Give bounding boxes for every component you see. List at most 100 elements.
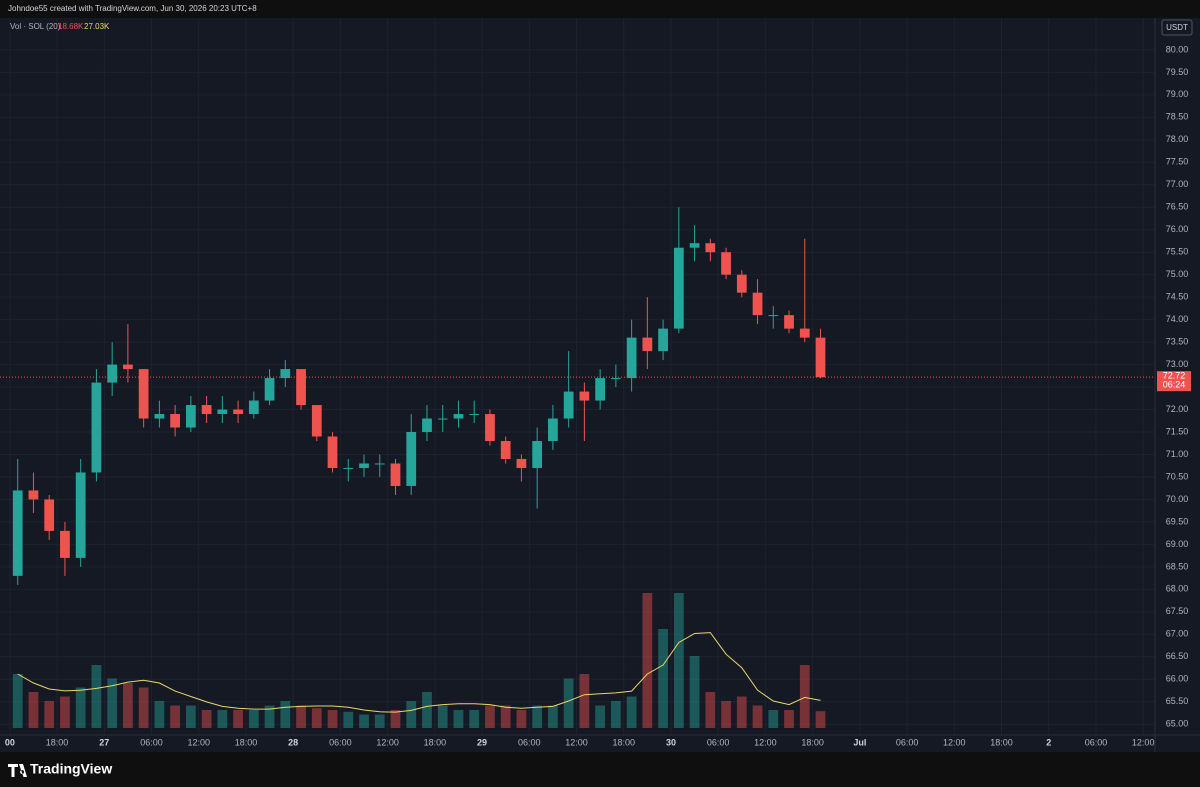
candle-body xyxy=(44,499,55,531)
candle-body xyxy=(595,378,606,401)
x-tick-label: 06:00 xyxy=(140,737,163,747)
candle-body xyxy=(359,463,369,468)
candle-body xyxy=(563,391,574,419)
candle-body xyxy=(453,414,464,419)
candle-body xyxy=(107,364,118,383)
candle-body xyxy=(327,436,338,468)
candle-body xyxy=(721,252,731,275)
x-tick-label: 27 xyxy=(99,737,109,747)
candle-body xyxy=(201,405,212,415)
volume-bar xyxy=(185,705,196,728)
candle-body xyxy=(485,414,495,442)
volume-bar xyxy=(406,701,417,728)
volume-bar xyxy=(28,692,39,728)
x-tick-label: 18:00 xyxy=(801,737,824,747)
y-tick-label: 66.50 xyxy=(1166,651,1189,661)
x-tick-label: 12:00 xyxy=(376,737,399,747)
candle-body xyxy=(768,315,779,317)
volume-bar xyxy=(390,710,401,728)
candle-body xyxy=(422,418,432,433)
last-price-label: 72.72 xyxy=(1163,371,1186,381)
volume-bar xyxy=(516,710,527,728)
volume-bar xyxy=(673,593,684,728)
candle-body xyxy=(736,274,747,293)
volume-bar xyxy=(233,710,243,728)
volume-bar xyxy=(626,696,637,728)
x-tick-label: 12:00 xyxy=(1132,737,1155,747)
volume-bar xyxy=(91,665,102,728)
x-tick-label: 30 xyxy=(666,737,676,747)
y-tick-label: 73.00 xyxy=(1166,359,1189,369)
x-tick-label: 06:00 xyxy=(518,737,541,747)
y-tick-label: 67.50 xyxy=(1166,606,1189,616)
volume-bar xyxy=(453,710,464,728)
candle-body xyxy=(626,337,637,379)
volume-bar xyxy=(248,710,259,728)
volume-pane xyxy=(12,593,826,728)
y-tick-label: 75.50 xyxy=(1166,247,1189,257)
y-tick-label: 71.00 xyxy=(1166,449,1189,459)
y-tick-label: 78.50 xyxy=(1166,112,1189,122)
volume-bar xyxy=(752,705,763,728)
candle-body xyxy=(548,418,558,442)
volume-bar xyxy=(658,629,668,728)
x-tick-label: 18:00 xyxy=(990,737,1013,747)
y-tick-label: 80.00 xyxy=(1166,44,1189,54)
x-tick-label: 06:00 xyxy=(707,737,730,747)
x-tick-label: 00 xyxy=(5,737,15,747)
volume-bar xyxy=(201,710,212,728)
volume-bar xyxy=(548,705,558,728)
candle-body xyxy=(689,243,700,248)
x-tick-label: 12:00 xyxy=(754,737,777,747)
y-tick-label: 79.50 xyxy=(1166,67,1189,77)
volume-bar xyxy=(563,678,574,728)
volume-bar xyxy=(75,687,86,728)
y-tick-label: 74.00 xyxy=(1166,314,1189,324)
countdown-label: 06:24 xyxy=(1163,380,1186,390)
x-tick-label: 06:00 xyxy=(329,737,352,747)
y-tick-label: 73.50 xyxy=(1166,336,1189,346)
volume-bar xyxy=(485,705,495,728)
y-tick-label: 76.00 xyxy=(1166,224,1189,234)
candle-body xyxy=(374,463,385,465)
x-tick-label: 06:00 xyxy=(1085,737,1108,747)
y-tick-label: 78.00 xyxy=(1166,134,1189,144)
candle-body xyxy=(296,369,306,406)
candle-body xyxy=(138,369,149,419)
volume-bar xyxy=(12,674,23,728)
volume-bar xyxy=(437,705,448,728)
volume-bar xyxy=(170,705,180,728)
volume-bar xyxy=(610,701,621,728)
candle-body xyxy=(248,400,259,415)
volume-bar xyxy=(280,701,291,728)
logo: TradingView xyxy=(8,761,112,777)
volume-bar xyxy=(359,714,369,728)
y-tick-label: 69.50 xyxy=(1166,516,1189,526)
y-tick-label: 65.00 xyxy=(1166,719,1189,729)
candle-body xyxy=(60,530,70,558)
x-tick-label: 18:00 xyxy=(235,737,258,747)
y-tick-label: 67.00 xyxy=(1166,629,1189,639)
logo-mark xyxy=(8,764,27,777)
candle-body xyxy=(264,378,275,401)
volume-bar xyxy=(60,696,70,728)
x-tick-label: 12:00 xyxy=(187,737,210,747)
volume-bar xyxy=(689,656,700,728)
axes: 65.00 65.50 66.00 66.50 67.00 67.50 68.00 68.50… xyxy=(5,44,1191,747)
logo-text: TradingView xyxy=(30,761,112,777)
candle-body xyxy=(343,467,354,469)
volume-bar xyxy=(217,710,228,728)
y-tick-label: 70.00 xyxy=(1166,494,1189,504)
candle-body xyxy=(500,441,511,459)
volume-bar xyxy=(784,710,794,728)
x-tick-label: 12:00 xyxy=(565,737,588,747)
candle-body xyxy=(705,243,716,253)
y-tick-label: 79.00 xyxy=(1166,89,1189,99)
candle-body xyxy=(673,247,684,329)
candles xyxy=(0,207,1155,585)
volume-ma xyxy=(17,632,821,713)
candle-body xyxy=(579,391,590,401)
x-tick-label: 28 xyxy=(288,737,298,747)
attribution: Johndoe55 created with TradingView.com, … xyxy=(8,4,257,13)
